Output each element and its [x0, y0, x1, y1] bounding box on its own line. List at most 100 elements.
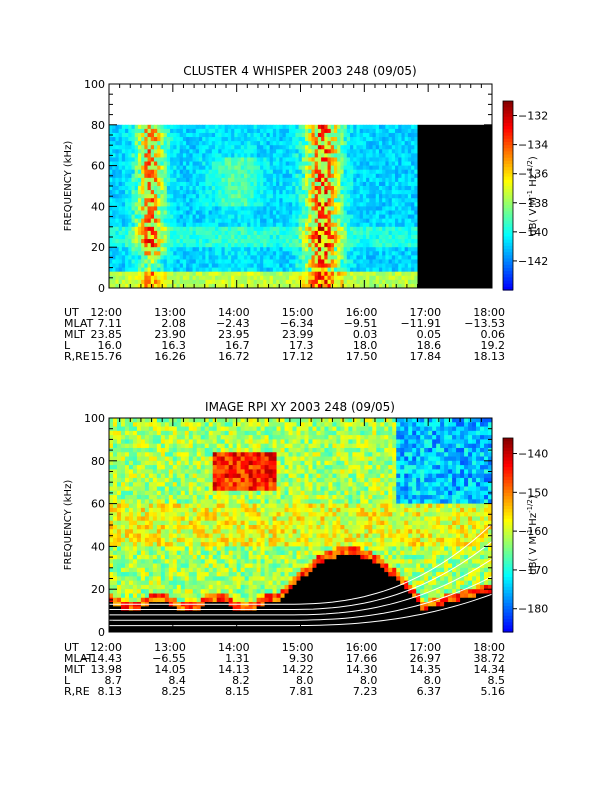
- spectrogram-cell: [353, 222, 358, 228]
- ephemeris-value: 15:00: [282, 306, 314, 319]
- spectrogram-cell: [118, 161, 123, 167]
- spectrogram-cell: [128, 426, 134, 432]
- spectrogram-cell: [340, 141, 345, 146]
- spectrogram-cell: [343, 283, 348, 288]
- spectrogram-cell: [160, 503, 166, 509]
- spectrogram-cell: [140, 490, 146, 496]
- spectrogram-cell: [324, 230, 329, 236]
- spectrogram-cell: [176, 430, 182, 436]
- spectrogram-cell: [330, 230, 335, 236]
- spectrogram-cell: [237, 177, 242, 183]
- spectrogram-cell: [276, 181, 280, 187]
- spectrogram-cell: [288, 194, 293, 199]
- spectrogram-cell: [272, 145, 277, 150]
- colorbar-segment: [503, 129, 513, 134]
- spectrogram-cell: [160, 173, 165, 179]
- spectrogram-cell: [125, 267, 129, 273]
- spectrogram-cell: [153, 149, 158, 154]
- spectrogram-cell: [385, 137, 390, 142]
- spectrogram-cell: [234, 234, 239, 240]
- spectrogram-cell: [160, 128, 165, 134]
- spectrogram-cell: [311, 157, 316, 163]
- spectrogram-cell: [295, 161, 300, 167]
- spectrogram-cell: [112, 597, 118, 603]
- spectrogram-cell: [160, 206, 165, 212]
- spectrogram-cell: [132, 593, 138, 599]
- spectrogram-cell: [285, 247, 290, 252]
- spectrogram-cell: [253, 271, 258, 277]
- spectrogram-cell: [136, 559, 142, 565]
- spectrogram-cell: [152, 550, 158, 556]
- spectrogram-cell: [391, 239, 396, 244]
- spectrogram-cell: [132, 542, 138, 547]
- spectrogram-cell: [115, 190, 120, 195]
- spectrogram-cell: [369, 186, 374, 191]
- spectrogram-cell: [152, 430, 158, 436]
- spectrogram-cell: [192, 222, 197, 228]
- spectrogram-cell: [182, 137, 187, 142]
- spectrogram-cell: [160, 149, 165, 154]
- spectrogram-cell: [395, 234, 399, 240]
- spectrogram-cell: [141, 186, 145, 191]
- spectrogram-cell: [375, 226, 380, 232]
- spectrogram-cell: [237, 267, 242, 273]
- spectrogram-cell: [356, 218, 361, 224]
- spectrogram-cell: [168, 460, 174, 466]
- spectrogram-cell: [147, 202, 152, 207]
- spectrogram-cell: [152, 495, 158, 500]
- spectrogram-cell: [321, 263, 325, 269]
- spectrogram-cell: [366, 275, 370, 281]
- spectrogram-cell: [166, 226, 171, 232]
- spectrogram-cell: [131, 279, 136, 285]
- spectrogram-cell: [156, 525, 162, 530]
- spectrogram-cell: [140, 482, 146, 488]
- spectrogram-cell: [136, 546, 142, 552]
- spectrogram-cell: [156, 610, 162, 616]
- spectrogram-cell: [164, 563, 170, 569]
- spectrogram-cell: [160, 482, 166, 488]
- spectrogram-cell: [211, 194, 216, 199]
- spectrogram-cell: [128, 537, 134, 543]
- spectrogram-cell: [109, 145, 113, 150]
- spectrogram-cell: [205, 271, 210, 277]
- spectrogram-cell: [346, 243, 351, 248]
- spectrogram-cell: [340, 137, 345, 142]
- spectrogram-cell: [156, 443, 162, 449]
- spectrogram-cell: [314, 247, 319, 252]
- spectrogram-cell: [153, 177, 158, 183]
- spectrogram-cell: [148, 567, 154, 573]
- spectrogram-cell: [256, 239, 261, 244]
- spectrogram-cell: [327, 218, 332, 224]
- spectrogram-cell: [311, 239, 316, 244]
- spectrogram-cell: [378, 137, 383, 142]
- spectrogram-cell: [176, 619, 182, 625]
- spectrogram-cell: [324, 186, 329, 191]
- spectrogram-cell: [115, 198, 120, 203]
- spectrogram-cell: [164, 537, 170, 543]
- spectrogram-cell: [136, 516, 142, 522]
- spectrogram-cell: [272, 283, 277, 288]
- spectrogram-cell: [173, 239, 178, 244]
- spectrogram-cell: [198, 186, 203, 191]
- spectrogram-cell: [340, 181, 345, 187]
- spectrogram-cell: [128, 279, 133, 285]
- spectrogram-cell: [128, 255, 133, 261]
- spectrogram-cell: [414, 206, 419, 212]
- spectrogram-cell: [109, 230, 113, 236]
- spectrogram-cell: [136, 606, 142, 612]
- spectrogram-cell: [282, 198, 287, 203]
- spectrogram-cell: [163, 247, 168, 252]
- spectrogram-cell: [311, 177, 316, 183]
- spectrogram-cell: [141, 169, 145, 175]
- spectrogram-cell: [250, 279, 255, 285]
- spectrogram-cell: [160, 165, 165, 171]
- spectrogram-cell: [156, 473, 162, 479]
- spectrogram-cell: [321, 161, 325, 167]
- spectrogram-cell: [247, 243, 252, 248]
- spectrogram-cell: [324, 124, 329, 130]
- spectrogram-cell: [173, 173, 178, 179]
- spectrogram-cell: [295, 243, 300, 248]
- spectrogram-cell: [404, 141, 409, 146]
- spectrogram-cell: [260, 124, 264, 130]
- spectrogram-cell: [168, 610, 174, 616]
